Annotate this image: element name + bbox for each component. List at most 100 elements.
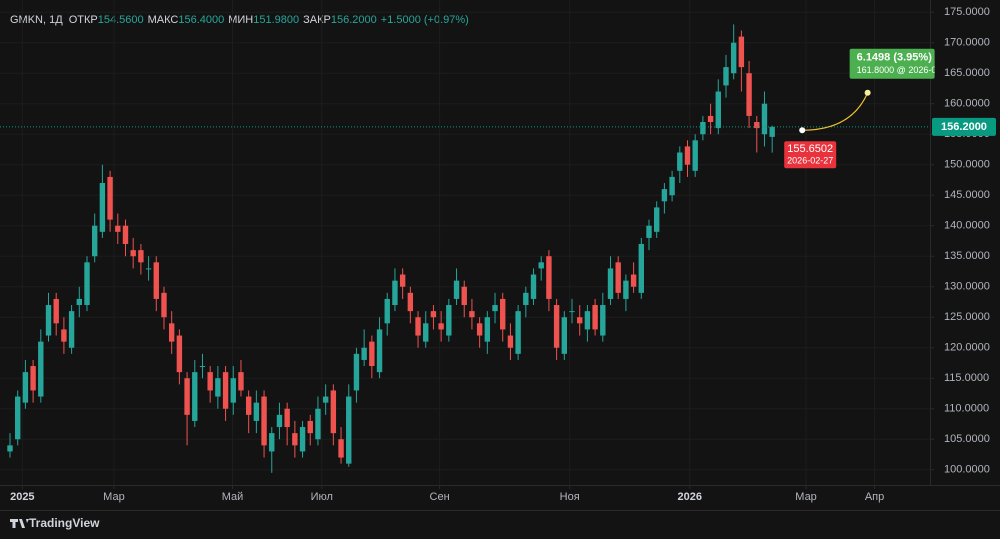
- candle-body: [730, 42, 737, 74]
- candle-body: [607, 268, 614, 299]
- y-tick-label: 125.0000: [944, 311, 990, 323]
- x-tick-label: Мар: [795, 491, 817, 503]
- ohlc-label: МИН: [228, 14, 253, 26]
- candle-body: [669, 176, 675, 196]
- candle-body: [238, 372, 244, 391]
- candle-body: [646, 225, 652, 238]
- candle-body: [661, 189, 668, 202]
- y-tick-label: 175.0000: [944, 6, 990, 18]
- candle-body: [553, 305, 560, 348]
- candle-body: [484, 317, 491, 342]
- brand: TradingView: [10, 516, 100, 530]
- candle-body: [222, 372, 229, 409]
- candle-body: [315, 408, 321, 440]
- candle-body: [453, 280, 460, 299]
- candle-body: [769, 126, 775, 137]
- start-price: 155.6502: [787, 143, 833, 155]
- candle-body: [538, 262, 544, 269]
- candle-body: [68, 311, 75, 348]
- candle-body: [738, 36, 745, 68]
- candle-body: [654, 207, 660, 232]
- projection-start: [799, 127, 806, 134]
- candle-body: [638, 244, 644, 293]
- candle-body: [107, 176, 113, 220]
- candle-body: [230, 378, 236, 403]
- candle-body: [684, 146, 691, 165]
- candle-body: [677, 152, 683, 171]
- ohlc-value: 154.5600: [98, 14, 144, 26]
- candle-body: [153, 262, 159, 299]
- start-date: 2026-02-27: [787, 156, 833, 166]
- candle-body: [523, 292, 529, 306]
- candle-body: [376, 329, 383, 373]
- candle-body: [276, 414, 283, 428]
- x-tick-label: 2025: [10, 491, 34, 503]
- candle-body: [361, 347, 367, 360]
- start-badge: [784, 141, 837, 169]
- candle-body: [207, 372, 213, 391]
- y-tick-label: 140.0000: [944, 220, 990, 232]
- candle-body: [723, 67, 729, 86]
- candle-body: [492, 305, 498, 312]
- candle-body: [415, 317, 421, 336]
- candle-body: [407, 292, 414, 312]
- legend-header: GMKN, 1Д ОТКР 154.5600 МАКС 156.4000 МИН 151.9…: [10, 14, 469, 26]
- x-tick-label: 2026: [678, 491, 702, 503]
- candle-body: [138, 250, 144, 263]
- candle-body: [299, 427, 306, 452]
- y-tick-label: 135.0000: [944, 250, 990, 262]
- candle-body: [292, 433, 298, 446]
- candle-body: [322, 396, 329, 403]
- candle-body: [269, 433, 275, 452]
- candle-body: [176, 335, 183, 373]
- candle-body: [130, 250, 136, 257]
- x-tick-label: Апр: [865, 491, 884, 503]
- candle-body: [500, 298, 506, 330]
- candle-body: [384, 298, 390, 324]
- candle-body: [307, 420, 313, 434]
- last-price-label: 156.2000: [941, 121, 987, 133]
- candle-body: [76, 298, 82, 306]
- candle-body: [115, 225, 121, 232]
- candle-body: [215, 378, 221, 397]
- candle-body: [707, 115, 714, 123]
- y-tick-label: 105.0000: [944, 433, 990, 445]
- ohlc-value: 151.9800: [253, 14, 299, 26]
- target-change: 6.1498 (3.95%): [857, 52, 933, 64]
- candle-body: [623, 280, 629, 299]
- candle-body: [30, 366, 36, 391]
- target-badge: [849, 48, 935, 79]
- candle-body: [476, 323, 483, 336]
- candle-body: [754, 122, 760, 129]
- candle-body: [423, 323, 429, 342]
- ohlc-label: ОТКР: [69, 14, 98, 26]
- candle-body: [45, 305, 52, 336]
- candle-body: [22, 372, 29, 403]
- x-tick-label: Сен: [430, 491, 450, 503]
- candle-body: [161, 292, 167, 318]
- candle-body: [438, 323, 444, 330]
- candle-body: [145, 268, 152, 270]
- candle-body: [446, 305, 452, 336]
- ohlc-label: ЗАКР: [303, 14, 331, 26]
- candle-body: [38, 341, 44, 397]
- ohlc-value: 156.4000: [178, 14, 224, 26]
- ohlc-label: МАКС: [148, 14, 179, 26]
- y-tick-label: 120.0000: [944, 342, 990, 354]
- x-tick-label: Май: [222, 491, 244, 503]
- y-tick-label: 160.0000: [944, 98, 990, 110]
- projection-target: [864, 89, 871, 96]
- y-tick-label: 145.0000: [944, 189, 990, 201]
- candle-body: [615, 262, 621, 293]
- candle-body: [53, 298, 59, 324]
- candle-body: [592, 305, 598, 330]
- candle-body: [192, 372, 198, 421]
- symbol: GMKN, 1Д: [10, 14, 63, 26]
- x-tick-label: Июл: [311, 491, 333, 503]
- candle-body: [346, 396, 352, 464]
- candle-body: [530, 274, 537, 299]
- candle-body: [630, 274, 637, 287]
- y-tick-label: 115.0000: [944, 372, 989, 384]
